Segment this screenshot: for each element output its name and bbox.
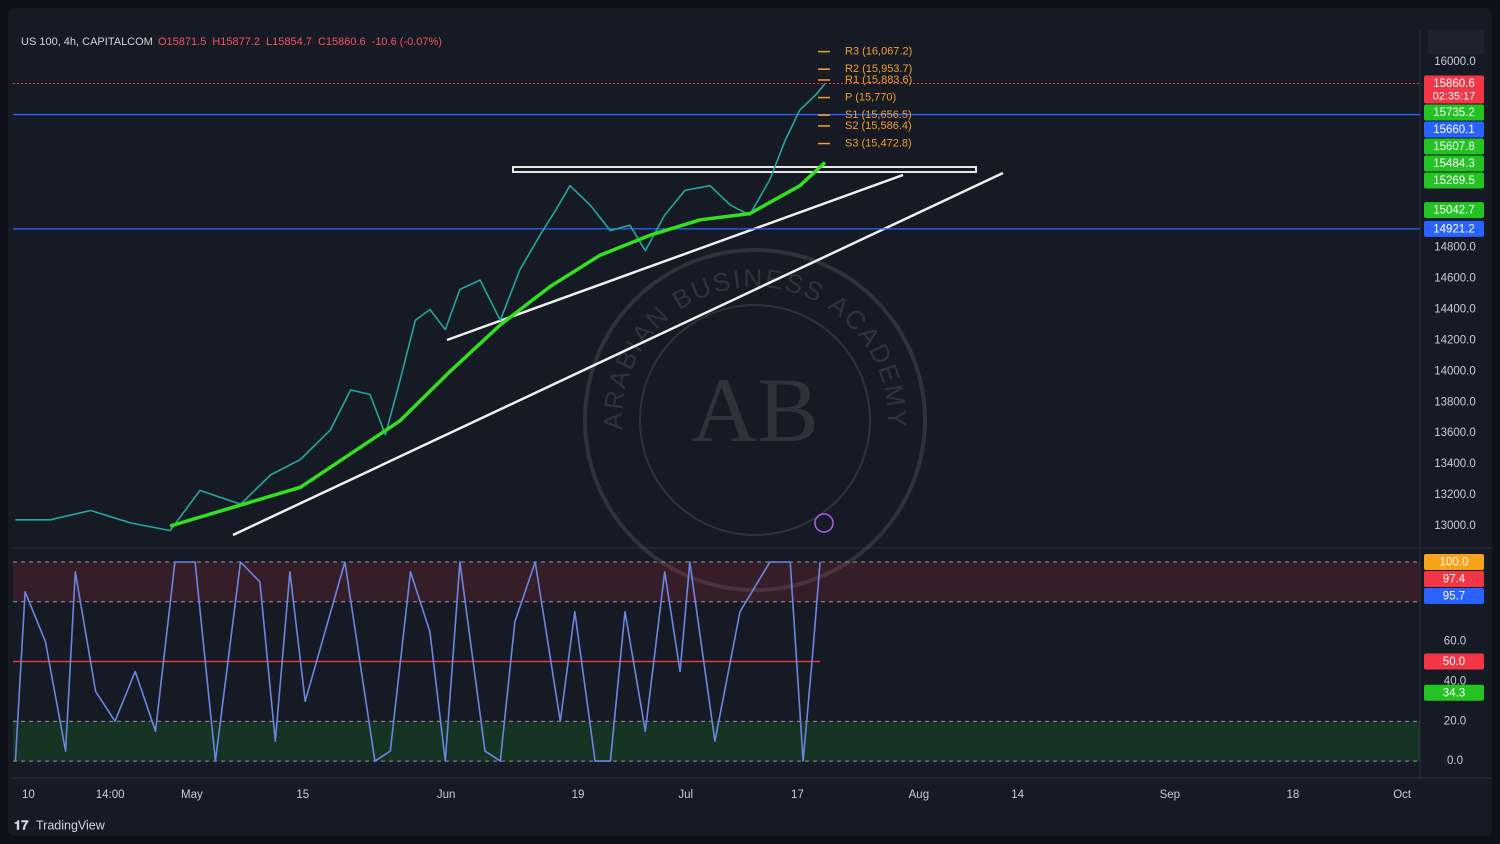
x-tick-label: Jul [678, 789, 693, 801]
price-label: 15660.1 [1433, 124, 1475, 136]
pivot-label: S3 (15,472.8) [845, 137, 912, 149]
price-label: 15860.6 [1433, 78, 1475, 90]
price-label-box [1424, 138, 1484, 155]
x-tick-label: 15 [296, 789, 309, 801]
price-label: 15269.5 [1433, 175, 1475, 187]
pivot-label: S2 (15,586.4) [845, 120, 912, 132]
price-line-series [15, 83, 826, 532]
event-icon[interactable] [814, 513, 834, 533]
trend-line [446, 173, 904, 342]
price-label-box [1424, 202, 1484, 219]
pivot-label: S1 (15,656.5) [845, 109, 912, 121]
price-label-box [1424, 587, 1484, 604]
brand-name: TradingView [36, 818, 106, 832]
pivot-label: R1 (15,883.6) [845, 74, 912, 86]
price-label-box [1424, 653, 1484, 670]
y-tick-label: 13200.0 [1434, 489, 1476, 501]
price-label-box [1424, 220, 1484, 237]
brand-logo: 𝟏𝟕 [14, 817, 29, 832]
price-label: 15042.7 [1433, 205, 1475, 217]
x-tick-label: Sep [1160, 789, 1180, 801]
price-label: 97.4 [1443, 573, 1466, 585]
ohlc-value: O15871.5 [158, 36, 206, 48]
price-label-box [1424, 553, 1484, 570]
y-tick-label: 40.0 [1444, 675, 1466, 687]
price-label: 15607.8 [1433, 141, 1475, 153]
oscillator-band [13, 721, 1420, 762]
scale-button[interactable] [1428, 30, 1484, 54]
pivot-label: P (15,770) [845, 91, 896, 103]
price-label: 15484.3 [1433, 158, 1475, 170]
y-tick-label: 20.0 [1444, 715, 1466, 727]
y-tick-label: 13000.0 [1434, 520, 1476, 532]
ohlc-legend: O15871.5 H15877.2 L15854.7 C15860.6 -10.6 (-… [158, 36, 442, 48]
x-tick-label: 18 [1287, 789, 1300, 801]
price-label-box [1424, 570, 1484, 587]
y-tick-label: 14600.0 [1434, 273, 1476, 285]
price-label-box [1424, 75, 1484, 104]
watermark-logo: AB [691, 359, 819, 461]
y-tick-label: 13400.0 [1434, 458, 1476, 470]
y-tick-label: 13600.0 [1434, 427, 1476, 439]
price-label-box [1424, 121, 1484, 138]
y-tick-label: 14000.0 [1434, 365, 1476, 377]
y-tick-label: 13800.0 [1434, 396, 1476, 408]
y-tick-label: 14400.0 [1434, 303, 1476, 315]
moving-average [169, 161, 827, 528]
pivot-label: R3 (16,067.2) [845, 46, 912, 58]
price-label: 15735.2 [1433, 107, 1475, 119]
range-box [512, 166, 977, 173]
price-line-series [14, 561, 821, 762]
y-tick-label: 14200.0 [1434, 334, 1476, 346]
price-countdown: 02:35:17 [1433, 90, 1476, 102]
x-tick-label: 17 [791, 789, 804, 801]
ohlc-value: -10.6 (-0.07%) [372, 36, 442, 48]
price-label: 100.0 [1440, 556, 1469, 568]
y-tick-label: 14800.0 [1434, 242, 1476, 254]
ohlc-value: C15860.6 [318, 36, 366, 48]
trend-drawings [232, 166, 1004, 537]
price-label: 50.0 [1443, 656, 1465, 668]
x-tick-label: 10 [22, 789, 35, 801]
x-tick-label: 19 [572, 789, 585, 801]
x-tick-label: Oct [1393, 789, 1412, 801]
x-tick-label: 14 [1011, 789, 1024, 801]
trend-line [232, 171, 1004, 537]
y-tick-label: 60.0 [1444, 636, 1466, 648]
y-tick-label: 0.0 [1447, 755, 1463, 767]
pivot-label: R2 (15,953.7) [845, 63, 912, 75]
x-tick-label: Aug [909, 789, 929, 801]
ohlc-value: L15854.7 [266, 36, 312, 48]
price-label-box [1424, 684, 1484, 701]
price-label-box [1424, 104, 1484, 121]
x-tick-label: Jun [437, 789, 456, 801]
symbol-title: US 100, 4h, CAPITALCOM [21, 36, 153, 48]
x-tick-label: May [181, 789, 203, 801]
price-label: 14921.2 [1433, 223, 1475, 235]
price-label-box [1424, 172, 1484, 189]
ohlc-value: H15877.2 [212, 36, 260, 48]
price-label-box [1424, 155, 1484, 172]
x-tick-label: 14:00 [96, 789, 125, 801]
y-tick-label: 16000.0 [1434, 56, 1476, 68]
price-label: 95.7 [1443, 590, 1465, 602]
price-label: 34.3 [1443, 687, 1465, 699]
oscillator-band [13, 561, 1420, 602]
